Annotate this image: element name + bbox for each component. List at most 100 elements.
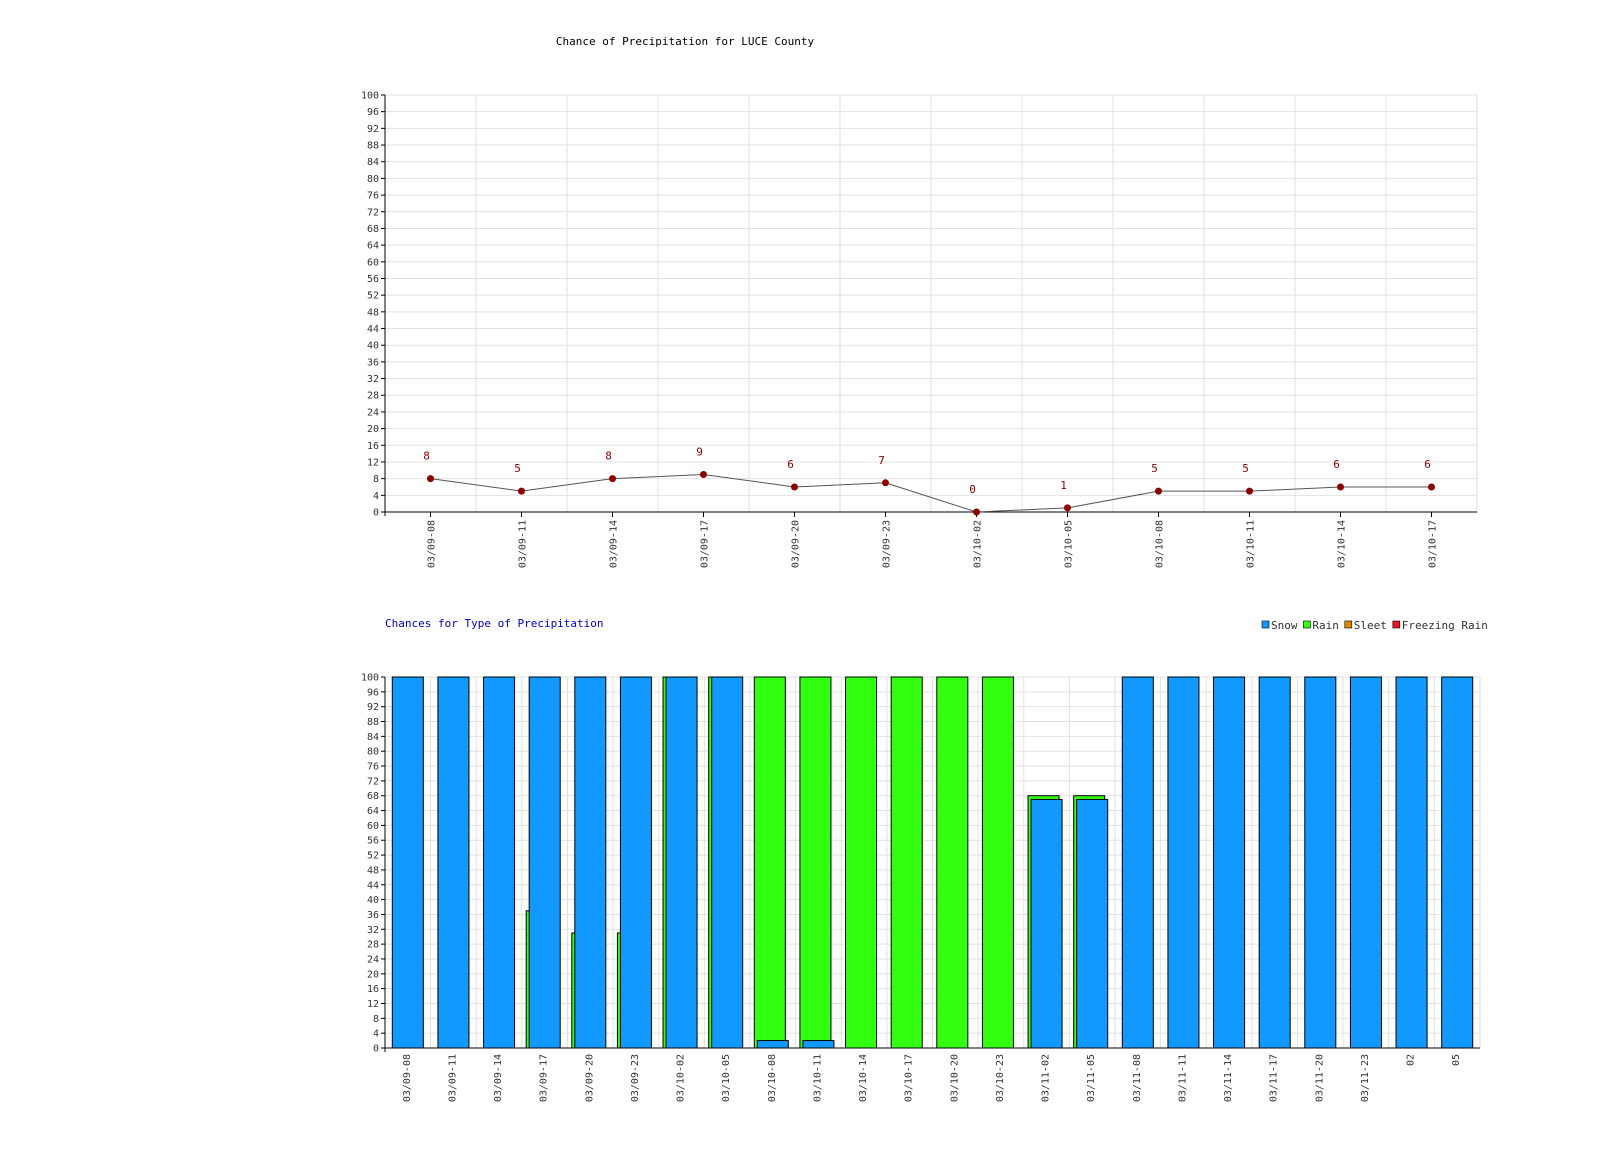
chart1-y-ticks: 0481216202428323640444852566064687276808… [361,91,385,519]
chart2-x-tick-label: 03/09-17 [539,1054,550,1102]
snow-bar [1395,676,1428,1049]
chart2-y-tick-label: 64 [367,806,379,817]
chart1-y-tick-label: 32 [367,374,379,385]
chart2-y-tick-label: 44 [367,880,379,891]
chart1-x-tick-label: 03/09-23 [882,520,893,568]
chart1-y-tick-label: 28 [367,391,379,402]
rain-bar [936,676,969,1049]
chart2-y-tick-label: 12 [367,999,379,1010]
chart2-x-tick-label: 03/09-11 [447,1054,458,1102]
chart2-y-tick-label: 92 [367,702,379,713]
chart1-y-tick-label: 16 [367,441,379,452]
chart2-y-tick-label: 24 [367,954,379,965]
snow-bar [1167,676,1200,1049]
chart1-data-label: 6 [1424,458,1431,471]
chart1-data-label: 5 [1242,462,1249,475]
chart2-x-tick-label: 03/09-14 [493,1054,504,1102]
chart1-x-tick-label: 03/09-08 [427,520,438,568]
snow-bar [711,676,744,1049]
chart1-y-tick-label: 48 [367,307,379,318]
chart1-x-tick-label: 03/10-02 [973,520,984,568]
chart2-y-tick-label: 96 [367,687,379,698]
chart2-y-tick-label: 0 [373,1044,379,1055]
chart2-y-tick-label: 8 [373,1014,379,1025]
chart2-x-tick-label: 03/10-14 [858,1054,869,1102]
chart1-data-point [1064,504,1071,512]
chart1-data-point [427,475,434,483]
chart2-legend: Snow Rain Sleet Freezing Rain [1261,619,1488,632]
chart2-grid [384,676,1481,1049]
precipitation-type-chart: Chances for Type of Precipitation Snow Ra… [361,617,1488,1102]
chart2-y-tick-label: 48 [367,865,379,876]
chart2-y-tick-label: 40 [367,895,379,906]
chart1-data-label: 7 [878,454,885,467]
chart2-axes [384,677,1480,1052]
chart2-x-tick-label: 03/10-02 [676,1054,687,1102]
chart1-y-tick-label: 88 [367,141,379,152]
chart2-y-tick-label: 100 [361,673,379,684]
chart2-y-tick-label: 20 [367,969,379,980]
chart1-y-tick-label: 80 [367,174,379,185]
precipitation-chance-chart: Chance of Precipitation for LUCE County … [361,35,1478,568]
chart1-title: Chance of Precipitation for LUCE County [556,35,815,48]
chart1-data-label: 5 [1151,462,1158,475]
chart1-y-tick-label: 44 [367,324,379,335]
snow-bar [483,676,516,1049]
chart1-data-label: 1 [1060,479,1067,492]
snow-bar [756,1040,789,1049]
chart1-y-tick-label: 60 [367,257,379,268]
chart2-x-tick-label: 03/11-11 [1177,1054,1188,1102]
snow-bar [1441,676,1474,1049]
chart1-x-tick-label: 03/09-17 [700,520,711,568]
chart2-x-tick-label: 03/11-14 [1223,1054,1234,1102]
chart2-y-tick-label: 72 [367,776,379,787]
legend-swatch [1344,620,1353,629]
chart1-y-tick-label: 64 [367,241,379,252]
snow-bar [574,676,607,1049]
chart2-x-tick-label: 03/09-08 [402,1054,413,1102]
chart2-x-tick-label: 03/10-08 [767,1054,778,1102]
chart1-y-tick-label: 84 [367,157,379,168]
chart1-x-tick-label: 03/10-14 [1337,520,1348,568]
legend-swatch [1392,620,1401,629]
chart2-x-ticks: 03/09-08 03/09-11 03/09-14 03/09-17 03/09-20… [402,1054,1462,1102]
chart2-x-tick-label: 03/11-05 [1086,1054,1097,1102]
snow-bar [1349,676,1382,1049]
rain-bar [981,676,1014,1049]
chart1-x-tick-label: 03/09-20 [791,520,802,568]
legend-item: Freezing Rain [1392,619,1488,632]
chart2-y-tick-label: 68 [367,791,379,802]
chart2-y-tick-label: 84 [367,732,379,743]
chart1-grid [384,94,1478,513]
chart1-data-label: 8 [423,450,430,463]
legend-item: Sleet [1344,619,1387,632]
chart1-data-point [609,475,616,483]
chart2-x-tick-label: 03/10-23 [995,1054,1006,1102]
chart2-y-tick-label: 56 [367,836,379,847]
chart1-data-point [1337,483,1344,491]
snow-bar [1258,676,1291,1049]
legend-item: Rain [1303,619,1339,632]
snow-bar [1121,676,1154,1049]
chart2-y-tick-label: 4 [373,1029,379,1040]
chart1-x-tick-label: 03/10-11 [1246,520,1257,568]
chart1-data-point [1155,487,1162,495]
chart2-x-tick-label: 02 [1406,1054,1417,1066]
chart1-x-tick-label: 03/09-14 [609,520,620,568]
chart2-x-tick-label: 03/10-20 [949,1054,960,1102]
chart1-data-label: 8 [605,450,612,463]
chart1-x-tick-label: 03/10-17 [1428,520,1439,568]
chart1-y-tick-label: 96 [367,107,379,118]
chart1-data-label: 5 [514,462,521,475]
chart1-y-tick-label: 0 [373,508,379,519]
rain-bar [753,676,786,1049]
chart1-y-tick-label: 12 [367,457,379,468]
chart1-axes [384,95,1477,516]
chart2-y-ticks: 0481216202428323640444852566064687276808… [361,673,385,1055]
snow-bar [665,676,698,1049]
rain-bar [845,676,878,1049]
chart1-data-point [518,487,525,495]
snow-bar [437,676,470,1049]
chart1-x-tick-label: 03/09-11 [518,520,529,568]
chart1-y-tick-label: 20 [367,424,379,435]
